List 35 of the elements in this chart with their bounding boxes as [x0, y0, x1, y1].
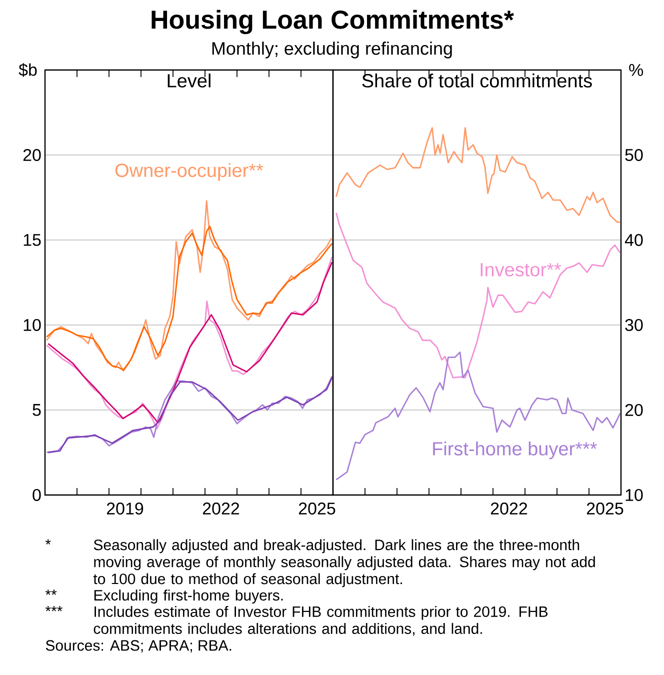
text: *	[45, 539, 51, 544]
y-tick-label: 20	[23, 148, 41, 162]
series-label: Investor**	[480, 263, 562, 276]
line-series	[46, 226, 333, 371]
y-tick-label: 40	[624, 234, 643, 246]
y-tick-label: 15	[24, 234, 41, 246]
y-tick-label: 50	[625, 148, 643, 162]
y-tick-label: 10	[626, 488, 643, 502]
chart-title: Level	[168, 74, 210, 88]
line-series	[335, 351, 621, 480]
y-tick-label: 5	[32, 404, 41, 416]
y-axis-title: %	[629, 64, 644, 76]
x-tick-label: 2025	[298, 502, 336, 515]
text: Excluding first-home buyers.	[94, 590, 283, 604]
source-note: Sources: ABS; APRA; RBA.	[46, 640, 232, 653]
y-axis-title: $b	[18, 63, 37, 77]
x-tick-label: 2022	[490, 502, 528, 515]
text: Monthly; excluding refinancing	[212, 42, 452, 58]
text: Includes estimate of Investor FHB commitments prior to 2019. FHB commitments includes alterations and additions, and land.	[94, 606, 548, 636]
y-tick-label: 10	[24, 318, 41, 332]
text: Housing Loan Commitments*	[152, 10, 514, 34]
x-tick-label: 2025	[586, 502, 624, 515]
x-tick-label: 2022	[202, 502, 240, 515]
line-series	[335, 127, 621, 223]
chart-title: Share of total commitments	[362, 74, 592, 88]
line-series	[335, 212, 621, 378]
series-label: Owner-occupier**	[115, 163, 264, 181]
x-tick-label: 2019	[106, 502, 144, 515]
text: **	[45, 590, 57, 595]
y-tick-label: 20	[625, 404, 643, 416]
text: Seasonally adjusted and break-adjusted. Dark lines are the three-month moving average of monthly seasonally adjusted data. Shares may not add to 100 due to method of seasonal adjustment.	[93, 539, 595, 588]
y-tick-label: 0	[32, 488, 41, 502]
series-label: First-home buyer***	[433, 442, 597, 460]
text: ***	[45, 606, 62, 612]
y-tick-label: 30	[625, 318, 643, 332]
